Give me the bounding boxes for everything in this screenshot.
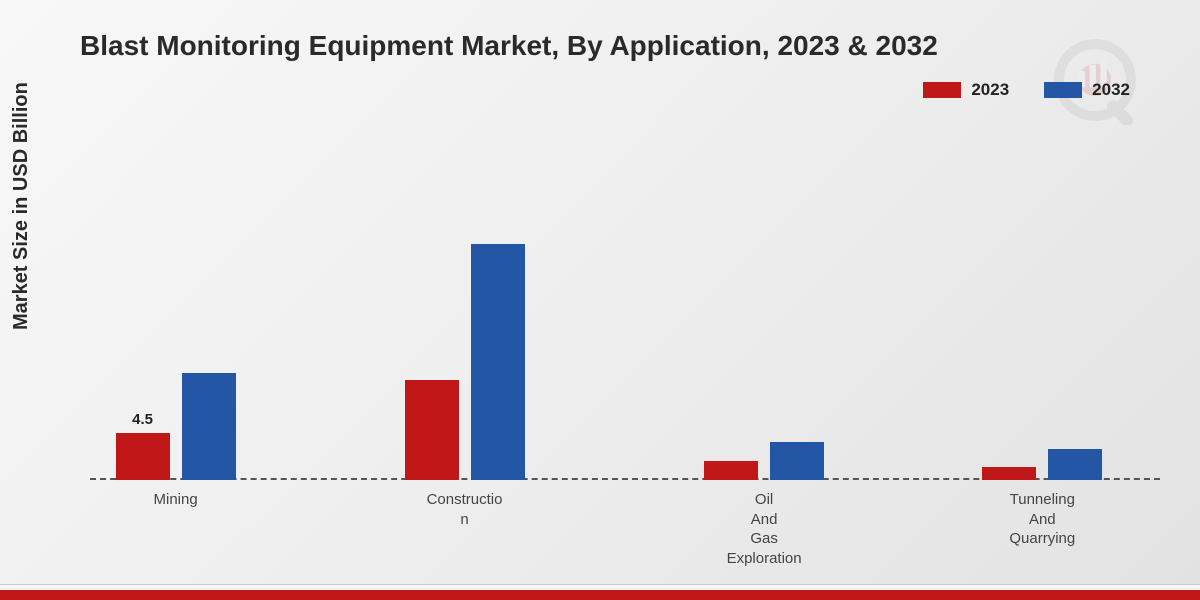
x-axis-labels: Mining Construction OilAndGasExploration Tu… — [90, 480, 1160, 580]
footer-bar — [0, 590, 1200, 600]
bar — [182, 373, 236, 480]
bar — [982, 467, 1036, 480]
bar-group: 4.5 — [116, 373, 236, 480]
chart-title: Blast Monitoring Equipment Market, By Ap… — [80, 30, 938, 62]
bar — [405, 380, 459, 480]
bar-value-label: 4.5 — [132, 411, 153, 428]
chart-area: 4.5 — [90, 130, 1160, 480]
bar: 4.5 — [116, 433, 170, 480]
x-axis-label: Mining — [106, 490, 246, 510]
x-axis-label: TunnelingAndQuarrying — [972, 490, 1112, 549]
legend-label-2032: 2032 — [1092, 80, 1130, 100]
legend: 2023 2032 — [923, 80, 1130, 100]
bar — [1048, 449, 1102, 481]
bar — [471, 244, 525, 480]
legend-swatch-2032 — [1044, 82, 1082, 98]
bar — [704, 461, 758, 480]
y-axis-label: Market Size in USD Billion — [10, 82, 33, 330]
x-axis-label: Construction — [395, 490, 535, 529]
x-axis-label: OilAndGasExploration — [694, 490, 834, 568]
legend-label-2023: 2023 — [971, 80, 1009, 100]
bar-group — [704, 442, 824, 480]
legend-item-2023: 2023 — [923, 80, 1009, 100]
bar-group — [982, 449, 1102, 481]
legend-item-2032: 2032 — [1044, 80, 1130, 100]
bar-group — [405, 244, 525, 480]
bar — [770, 442, 824, 480]
legend-swatch-2023 — [923, 82, 961, 98]
